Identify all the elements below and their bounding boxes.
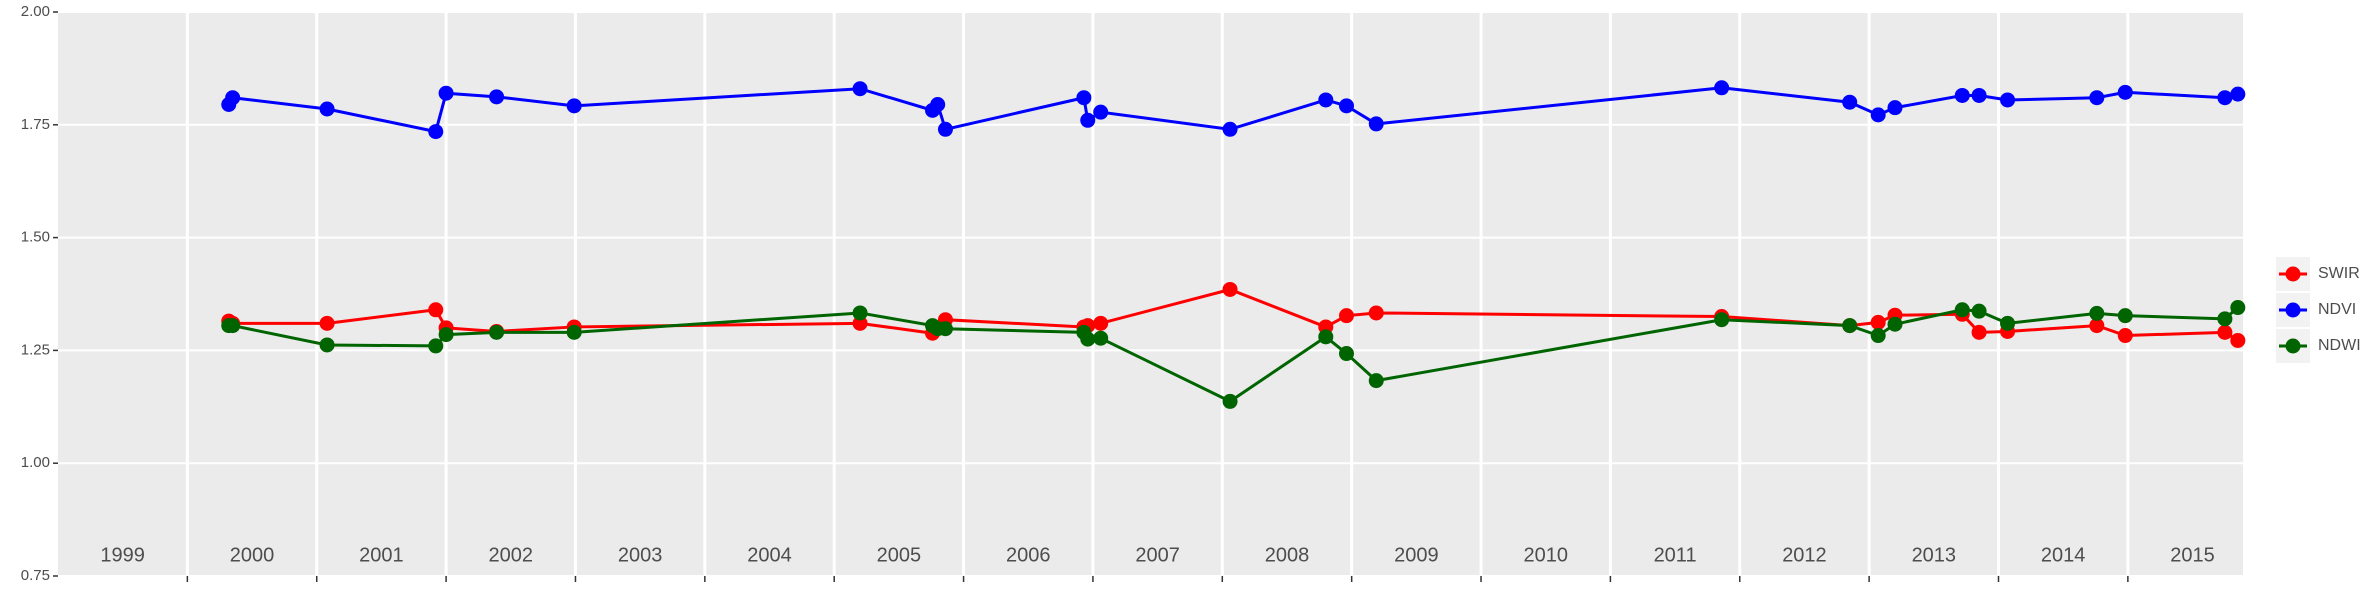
x-tick-label: 2006	[1006, 544, 1051, 566]
y-tick-label: 0.75	[21, 567, 50, 584]
point	[2089, 90, 2105, 106]
point	[1222, 281, 1238, 297]
y-tick-label: 1.50	[21, 229, 50, 246]
point	[1954, 302, 1970, 318]
point	[2217, 324, 2233, 340]
point	[1338, 308, 1354, 324]
point	[2117, 308, 2133, 324]
point	[2230, 300, 2246, 316]
point	[1887, 100, 1903, 116]
x-tick-label: 2002	[489, 544, 534, 566]
x-tick-label: 2014	[2041, 544, 2086, 566]
point	[1971, 87, 1987, 103]
x-tick-label: 2015	[2170, 544, 2215, 566]
point	[2089, 305, 2105, 321]
point	[566, 98, 582, 114]
point	[2230, 332, 2246, 348]
point	[319, 101, 335, 117]
point	[428, 302, 444, 318]
point	[1318, 92, 1334, 108]
legend-key-point	[2285, 338, 2301, 354]
legend-label: NDWI	[2318, 337, 2361, 354]
point	[2217, 311, 2233, 327]
point	[1842, 94, 1858, 110]
point	[1368, 305, 1384, 321]
x-tick-label: 2012	[1782, 544, 1827, 566]
point	[566, 324, 582, 340]
y-tick-label: 1.00	[21, 454, 50, 471]
point	[428, 124, 444, 140]
x-tick-label: 1999	[100, 544, 145, 566]
y-tick-label: 1.75	[21, 116, 50, 133]
x-tick-label: 2011	[1654, 544, 1697, 566]
legend-key-point	[2285, 266, 2301, 282]
point	[1338, 98, 1354, 114]
point	[2000, 315, 2016, 331]
point	[1318, 329, 1334, 345]
point	[1368, 373, 1384, 389]
point	[489, 89, 505, 105]
point	[319, 337, 335, 353]
point	[1887, 316, 1903, 332]
point	[930, 96, 946, 112]
point	[1222, 393, 1238, 409]
point	[2089, 318, 2105, 334]
point	[1093, 315, 1109, 331]
point	[2230, 86, 2246, 102]
point	[438, 327, 454, 343]
point	[937, 121, 953, 137]
x-tick-label: 2000	[230, 544, 275, 566]
point	[225, 90, 241, 106]
x-tick-label: 2007	[1135, 544, 1180, 566]
point	[1080, 331, 1096, 347]
x-tick-label: 2004	[747, 544, 792, 566]
legend-key-point	[2285, 302, 2301, 318]
x-tick-label: 2003	[618, 544, 663, 566]
legend-label: NDVI	[2318, 301, 2356, 318]
point	[428, 338, 444, 354]
point	[319, 315, 335, 331]
point	[937, 321, 953, 337]
point	[1093, 330, 1109, 346]
point	[2000, 92, 2016, 108]
point	[1714, 312, 1730, 328]
point	[1870, 107, 1886, 123]
point	[852, 305, 868, 321]
point	[2117, 328, 2133, 344]
point	[1870, 328, 1886, 344]
point	[1076, 90, 1092, 106]
y-tick-label: 1.25	[21, 341, 50, 358]
legend-label: SWIR	[2318, 265, 2360, 282]
y-tick-label: 2.00	[21, 3, 50, 20]
point	[489, 324, 505, 340]
point	[1093, 104, 1109, 120]
point	[1954, 87, 1970, 103]
x-tick-label: 2009	[1394, 544, 1439, 566]
point	[852, 315, 868, 331]
point	[1971, 303, 1987, 319]
point	[1971, 324, 1987, 340]
x-tick-label: 2010	[1523, 544, 1568, 566]
point	[2117, 84, 2133, 100]
point	[438, 85, 454, 101]
x-tick-label: 2001	[359, 544, 404, 566]
x-tick-label: 2005	[877, 544, 922, 566]
point	[852, 81, 868, 97]
x-tick-label: 2013	[1912, 544, 1957, 566]
point	[1870, 314, 1886, 330]
point	[1222, 121, 1238, 137]
point	[2217, 90, 2233, 106]
point	[1338, 346, 1354, 362]
point	[1080, 112, 1096, 128]
point	[225, 318, 241, 334]
panel-background	[58, 12, 2243, 576]
point	[1368, 116, 1384, 132]
x-tick-label: 2008	[1265, 544, 1310, 566]
point	[1714, 80, 1730, 96]
point	[1842, 318, 1858, 334]
